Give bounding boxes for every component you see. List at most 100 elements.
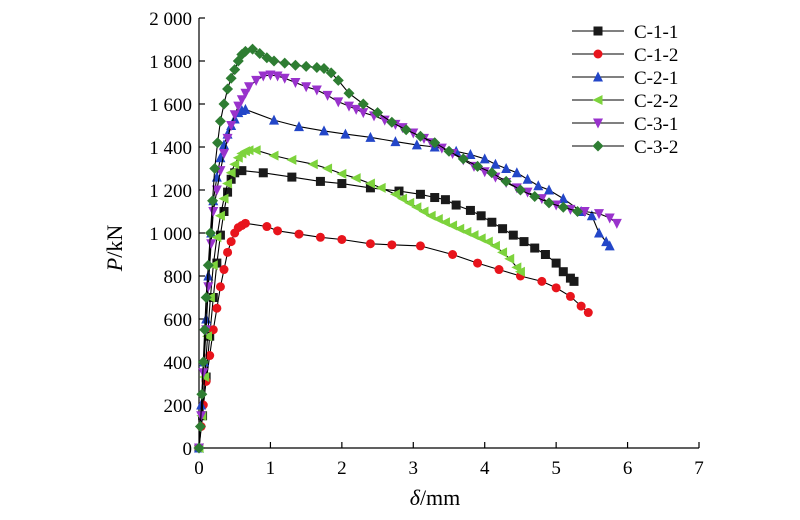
data-point-c-1-1 [530,243,540,253]
data-point-c-3-2 [311,61,323,73]
data-point-c-2-2 [243,145,254,156]
legend-marker-c-3-1 [593,118,603,129]
data-point-c-3-2 [414,130,426,142]
data-point-c-1-2 [473,258,483,268]
y-tick-label: 200 [164,396,193,417]
y-tick-label: 1 200 [149,181,192,202]
data-point-c-3-2 [225,72,237,84]
x-tick-label: 5 [551,458,561,479]
y-tick-label: 1 600 [149,95,192,116]
y-tick-label: 800 [164,267,193,288]
series-c-1-2 [194,218,593,453]
data-point-c-3-2 [514,184,526,196]
legend-marker-c-1-1 [593,26,603,36]
data-point-c-3-1 [226,121,237,131]
data-point-c-3-2 [400,124,412,136]
data-point-c-1-2 [262,222,272,232]
legend-marker-c-3-2 [592,140,604,152]
data-point-c-2-2 [404,197,415,208]
x-tick-label: 1 [266,458,276,479]
data-point-c-3-2 [557,201,569,213]
data-point-c-1-2 [273,226,283,236]
data-point-c-2-2 [211,232,222,243]
data-point-c-3-1 [604,213,615,224]
series-c-2-2 [193,145,525,453]
x-tick-label: 7 [694,458,704,479]
data-point-c-2-2 [286,154,297,165]
data-point-c-1-2 [219,265,229,275]
x-tick-label: 0 [194,458,204,479]
legend-label-c-3-1: C-3-1 [634,114,678,135]
data-point-c-1-1 [558,267,568,277]
y-tick-label: 0 [183,439,193,460]
data-point-c-2-2 [202,331,213,342]
data-point-c-3-2 [279,57,291,69]
x-tick-label: 4 [480,458,490,479]
data-point-c-3-2 [194,421,206,432]
data-point-c-3-2 [457,153,469,165]
data-point-c-3-1 [594,209,604,220]
data-point-c-1-1 [551,258,561,268]
data-point-c-3-1 [322,90,333,101]
data-point-c-2-2 [425,210,436,221]
data-point-c-3-2 [429,137,441,149]
legend-item-c-1-2: C-1-2 [572,45,678,66]
data-point-c-1-1 [237,166,247,176]
data-point-c-3-2 [247,43,259,55]
x-axis-unit: /mm [420,485,460,510]
data-point-c-3-2 [529,190,541,202]
data-point-c-2-2 [418,206,429,217]
series-line-c-1-1 [198,170,575,449]
series-line-c-1-2 [198,222,589,449]
data-point-c-2-2 [336,168,347,179]
data-point-c-3-2 [229,64,241,76]
data-point-c-2-2 [218,193,229,204]
data-point-c-1-2 [494,265,504,275]
data-point-c-3-2 [500,175,512,187]
data-point-c-1-1 [315,176,325,186]
data-point-c-2-2 [199,372,210,383]
data-point-c-3-2 [543,197,555,209]
data-point-c-1-2 [565,291,575,301]
data-point-c-2-1 [511,167,522,178]
legend-label-c-1-1: C-1-1 [634,22,678,43]
data-point-c-1-1 [415,189,425,199]
data-point-c-2-2 [307,159,318,170]
data-point-c-1-1 [540,250,550,259]
data-point-c-2-1 [533,180,544,191]
data-point-c-1-1 [508,230,518,240]
data-point-c-3-2 [199,324,211,336]
legend-item-c-2-1: C-2-1 [572,68,678,89]
data-point-c-1-2 [387,240,397,250]
data-point-c-3-2 [318,63,330,75]
data-point-c-1-2 [365,239,375,249]
data-point-c-3-1 [290,78,301,88]
legend-item-c-2-2: C-2-2 [572,91,678,112]
data-point-c-1-1 [430,193,440,203]
data-point-c-2-2 [504,253,515,264]
y-tick-label: 2 000 [149,9,192,30]
x-axis-title: δ/mm [410,485,461,510]
data-point-c-3-1 [265,70,276,81]
data-point-c-1-1 [365,183,375,193]
data-point-c-3-1 [244,82,254,93]
legend-label-c-1-2: C-1-2 [634,45,678,66]
data-point-c-2-1 [479,153,490,164]
data-point-c-3-2 [325,67,337,79]
data-point-c-2-1 [219,139,229,150]
data-point-c-2-2 [468,230,479,241]
data-point-c-2-2 [350,173,361,184]
legend-item-c-3-1: C-3-1 [572,114,678,135]
data-point-c-1-1 [519,237,529,247]
legend-label-c-3-2: C-3-2 [634,137,678,158]
legend-label-c-2-1: C-2-1 [634,68,678,89]
data-point-c-2-2 [411,202,422,213]
data-point-c-2-2 [322,163,333,174]
data-point-c-3-2 [472,160,484,172]
data-point-c-1-2 [294,229,304,239]
series-line-c-2-2 [198,149,521,449]
data-point-c-3-2 [212,137,224,149]
data-point-c-2-2 [389,189,400,200]
legend-label-c-2-2: C-2-2 [634,91,678,112]
data-point-c-1-2 [415,241,425,251]
